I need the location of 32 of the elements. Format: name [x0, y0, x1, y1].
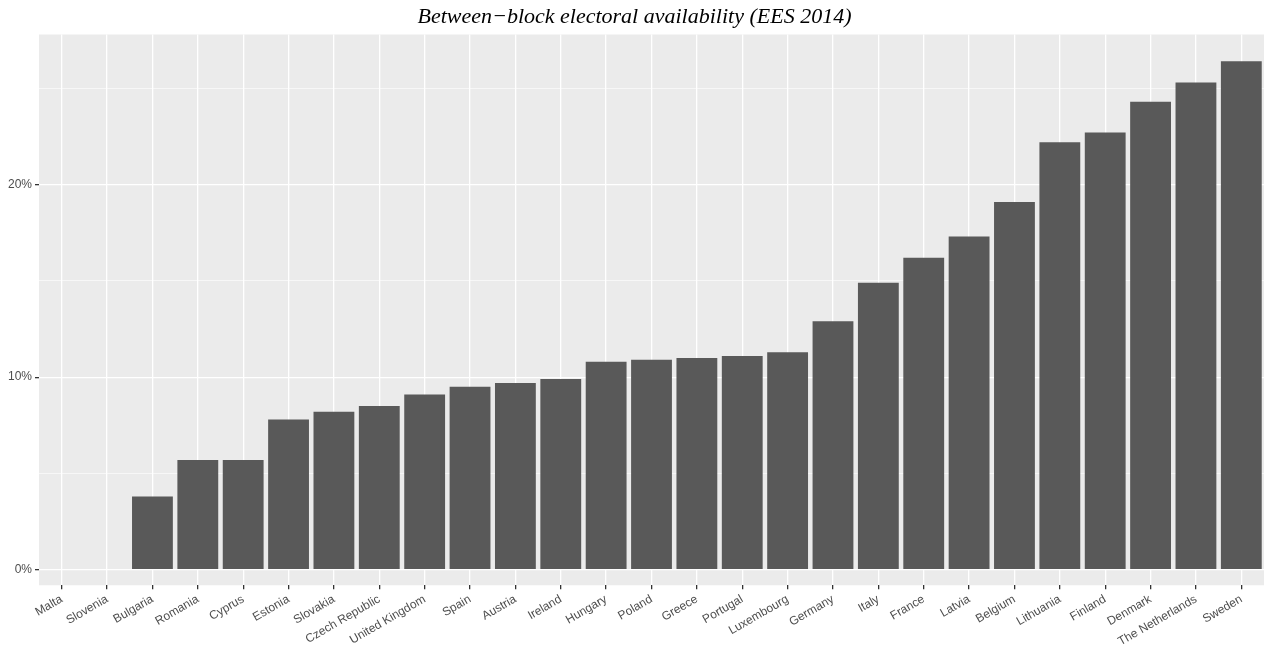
bar — [676, 357, 718, 570]
bar — [903, 257, 945, 570]
bar — [721, 356, 763, 570]
bar — [812, 321, 854, 570]
bar — [1175, 82, 1217, 570]
bar — [631, 359, 672, 570]
y-tick-label: 10% — [7, 369, 33, 384]
bar — [585, 361, 627, 570]
chart-title: Between−block electoral availability (EES 2014) — [417, 2, 852, 28]
bar — [494, 382, 536, 570]
bar — [767, 352, 809, 570]
bar — [1039, 142, 1081, 570]
x-tick-label: Italy — [855, 591, 882, 615]
bar — [1220, 61, 1262, 570]
bar — [222, 460, 264, 570]
bar — [404, 394, 446, 570]
bar — [540, 379, 582, 570]
bar — [313, 411, 355, 570]
bar — [449, 386, 491, 570]
bar — [1130, 101, 1171, 570]
y-tick-label: 20% — [7, 176, 33, 191]
x-tick-label: Spain — [439, 591, 474, 620]
bar — [1084, 132, 1126, 570]
bar — [358, 406, 400, 570]
bar — [132, 496, 173, 570]
x-tick-label: Malta — [32, 591, 66, 619]
bar — [857, 282, 899, 570]
bar — [268, 419, 309, 570]
bar — [948, 236, 990, 570]
y-tick-label: 0% — [14, 562, 33, 577]
bar — [177, 460, 219, 570]
bar — [994, 201, 1035, 570]
